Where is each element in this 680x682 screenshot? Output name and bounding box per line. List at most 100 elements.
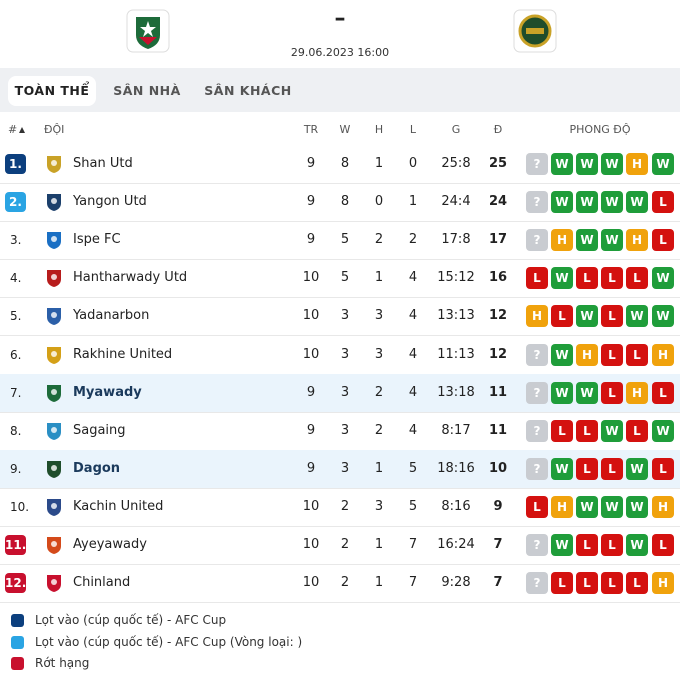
table-row[interactable]: 8. Sagaing 9 3 2 4 8:17 11? L L W L W <box>0 412 680 451</box>
stat-tr: 9 <box>306 384 316 400</box>
tab[interactable]: TOÀN THỂ <box>8 76 96 106</box>
stat-w: 3 <box>340 384 350 400</box>
team-name[interactable]: Shan Utd <box>73 156 133 171</box>
stat-l: 4 <box>408 270 418 286</box>
team-name[interactable]: Kachin United <box>73 498 164 514</box>
tab[interactable]: SÂN KHÁCH <box>204 83 292 98</box>
stat-w: 3 <box>340 460 350 476</box>
team-name[interactable]: Myawady <box>73 384 142 400</box>
form-result: ? <box>526 419 548 442</box>
form-result: W <box>551 343 573 366</box>
form-result: H <box>626 153 648 175</box>
stat-w: 3 <box>340 422 350 438</box>
form-result: L <box>601 305 623 328</box>
team-name[interactable]: Ispe FC <box>73 232 121 248</box>
form-result: W <box>551 534 573 556</box>
form-result: L <box>601 572 623 595</box>
table-row[interactable]: 5. Yadanarbon 10 3 3 4 13:13 12 H L W L W W <box>0 297 680 337</box>
stat-g: 8:16 <box>441 498 471 514</box>
stat-tr: 9 <box>306 460 316 476</box>
stat-h: 1 <box>374 575 384 591</box>
stat-pts: 7 <box>493 575 503 591</box>
form-result: W <box>551 191 573 214</box>
team-name[interactable]: Ayeyawady <box>73 537 147 552</box>
tab[interactable]: SÂN NHÀ <box>113 83 181 98</box>
stat-w: 3 <box>340 346 350 362</box>
form-result: W <box>601 495 623 518</box>
rank: 8. <box>10 423 22 438</box>
table-row[interactable]: 7. Myawady 9 3 2 4 13:18 11? W W L H L <box>0 373 680 413</box>
stat-w: 5 <box>340 232 350 248</box>
form-result: ? <box>526 153 548 175</box>
team-name[interactable]: Yangon Utd <box>73 194 147 210</box>
form-result: L <box>652 457 674 480</box>
stat-l: 7 <box>408 537 418 552</box>
table-row[interactable]: 11. Ayeyawady 10 2 1 7 16:24 7? W L L W L <box>0 526 680 565</box>
stat-tr: 9 <box>306 422 316 438</box>
match-header: – 29.06.2023 16:00 <box>0 0 680 68</box>
rank-badge: 2. <box>5 192 26 213</box>
table-row[interactable]: 12. Chinland 10 2 1 7 9:28 7? L L L L H <box>0 564 680 604</box>
table-row[interactable]: 9. Dagon 9 3 1 5 18:16 10? W L L W L <box>0 449 680 489</box>
stat-w: 8 <box>340 156 350 171</box>
rank-badge: 12. <box>5 573 26 594</box>
rank: 3. <box>10 233 22 248</box>
table-row[interactable]: 6. Rakhine United 10 3 3 4 11:13 12? W H L L H <box>0 336 680 375</box>
stat-l: 4 <box>408 422 418 438</box>
form-result: W <box>626 534 648 556</box>
stat-l: 4 <box>408 308 418 324</box>
rank: 4. <box>10 271 22 286</box>
sort-icon[interactable] <box>18 126 26 134</box>
table-row[interactable]: 4. Hantharwady Utd 10 5 1 4 15:12 16 L W L L L W <box>0 259 680 299</box>
match-datetime: 29.06.2023 16:00 <box>290 46 390 59</box>
stat-w: 8 <box>340 194 350 210</box>
stat-h: 3 <box>374 346 384 362</box>
form-result: W <box>576 381 598 404</box>
team-name[interactable]: Dagon <box>73 460 121 476</box>
form-result: W <box>626 191 648 214</box>
team-name[interactable]: Hantharwady Utd <box>73 270 188 286</box>
team-name[interactable]: Sagaing <box>73 422 126 438</box>
form-result: ? <box>526 381 548 404</box>
stat-h: 1 <box>374 270 384 286</box>
stat-h: 1 <box>374 156 384 171</box>
table-row[interactable]: 1. Shan Utd 9 8 1 0 25:8 25? W W W H W <box>0 145 680 184</box>
form-result: H <box>576 343 598 366</box>
table-row[interactable]: 3. Ispe FC 9 5 2 2 17:8 17? H W W H L <box>0 221 680 261</box>
away-logo <box>513 9 557 53</box>
team-name[interactable]: Chinland <box>73 575 131 591</box>
team-name[interactable]: Yadanarbon <box>73 308 150 324</box>
form-result: W <box>626 495 648 518</box>
form-result: W <box>551 457 573 480</box>
stat-g: 9:28 <box>441 575 471 591</box>
stat-pts: 17 <box>488 232 508 248</box>
table-row[interactable]: 2. Yangon Utd 9 8 0 1 24:4 24? W W W W L <box>0 183 680 223</box>
form-result: W <box>576 495 598 518</box>
form-result: W <box>601 229 623 252</box>
stat-tr: 10 <box>302 346 320 362</box>
stat-g: 11:13 <box>437 346 475 362</box>
stat-l: 5 <box>408 498 418 514</box>
form-result: H <box>652 495 674 518</box>
rank: 6. <box>10 347 22 362</box>
team-logo <box>47 575 61 593</box>
stat-w: 3 <box>340 308 350 324</box>
legend-swatch <box>11 657 24 670</box>
form-result: W <box>652 419 674 442</box>
legend-label: Lọt vào (cúp quốc tế) - AFC Cup <box>35 613 227 627</box>
stat-l: 5 <box>408 460 418 476</box>
form-result: L <box>652 534 674 556</box>
team-name[interactable]: Rakhine United <box>73 346 173 362</box>
home-logo <box>126 9 170 53</box>
stat-pts: 12 <box>488 346 508 362</box>
stat-tr: 10 <box>302 270 320 286</box>
stat-pts: 24 <box>488 194 508 210</box>
form-result: L <box>601 267 623 290</box>
table-row[interactable]: 10. Kachin United 10 2 3 5 8:16 9 L H W W W H <box>0 488 680 527</box>
stat-g: 13:13 <box>437 308 475 324</box>
form-result: H <box>626 381 648 404</box>
form-result: H <box>551 229 573 252</box>
form-result: ? <box>526 191 548 214</box>
form-result: W <box>576 305 598 328</box>
